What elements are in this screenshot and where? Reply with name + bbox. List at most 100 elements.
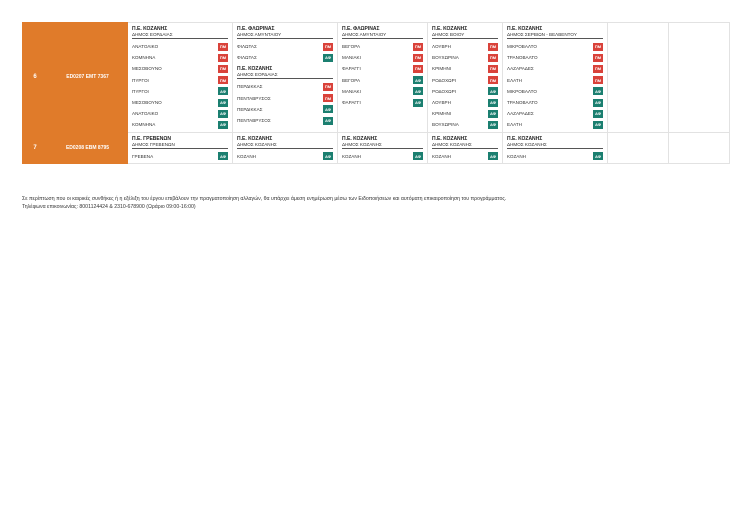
time-badge: ΠΜ <box>218 76 228 85</box>
stop-row: ΠΥΡΓΟΙ ΑΦ <box>132 86 228 97</box>
stop-name: ΚΟΜΝΗΝΑ <box>132 55 156 61</box>
municipality: ΔΗΜΟΣ ΚΟΖΑΝΗΣ <box>432 142 498 149</box>
route-cell: Π.Ε. ΚΟΖΑΝΗΣ ΔΗΜΟΣ ΕΟΡΔΑΙΑΣ ΑΝΑΤΟΛΙΚΟ ΠΜ ΚΟΜ… <box>127 22 233 133</box>
stop-row: ΒΟΥΧΩΡΙΝΑ ΑΦ <box>432 119 498 130</box>
municipality: ΔΗΜΟΣ ΚΟΖΑΝΗΣ <box>507 142 603 149</box>
empty-cell <box>668 22 730 133</box>
stop-name: ΜΙΚΡΟΒΑΛΤΟ <box>507 88 537 94</box>
time-badge: ΠΜ <box>593 76 603 85</box>
stop-name: ΛΑΖΑΡΑΔΕΣ <box>507 111 534 117</box>
time-badge: ΑΦ <box>488 109 498 118</box>
stop-row: ΚΡΙΜΗΝΙ ΑΦ <box>432 108 498 119</box>
stop-row: ΡΟΔΟΧΩΡΙ ΑΦ <box>432 86 498 97</box>
stop-name: ΡΟΔΟΧΩΡΙ <box>432 88 456 94</box>
time-badge: ΑΦ <box>323 116 333 125</box>
stop-name: ΒΟΥΧΩΡΙΝΑ <box>432 122 459 128</box>
stop-name: ΑΝΑΤΟΛΙΚΟ <box>132 111 159 117</box>
time-badge: ΠΜ <box>413 64 423 73</box>
municipality: ΔΗΜΟΣ ΕΟΡΔΑΙΑΣ <box>237 72 333 80</box>
time-badge: ΠΜ <box>593 53 603 62</box>
vehicle-code: ED0207 EMT 7367 <box>47 22 128 133</box>
stop-row: ΓΡΕΒΕΝΑ ΑΦ <box>132 151 228 162</box>
stop-row: ΜΑΝΙΑΚΙ ΑΦ <box>342 86 423 97</box>
stop-row: ΜΕΣΟΒΟΥΝΟ ΑΦ <box>132 97 228 108</box>
regional-unit: Π.Ε. ΦΛΩΡΙΝΑΣ <box>237 26 275 32</box>
schedule-table: 6 ED0207 EMT 7367 Π.Ε. ΚΟΖΑΝΗΣ ΔΗΜΟΣ ΕΟΡΔΑΙ… <box>22 22 730 164</box>
table-row: 7 ED0208 EBM 8795 Π.Ε. ΓΡΕΒΕΝΩΝ ΔΗΜΟΣ ΓΡΕΒΕ… <box>22 131 730 164</box>
stop-row: ΚΟΖΑΝΗ ΑΦ <box>507 151 603 162</box>
stop-row: ΠΕΝΤΑΒΡΥΣΟΣ ΠΜ <box>237 93 333 104</box>
stop-name: ΠΕΡΔΙΚΚΑΣ <box>237 84 263 90</box>
regional-unit: Π.Ε. ΚΟΖΑΝΗΣ <box>507 26 543 32</box>
stop-name: ΓΡΕΒΕΝΑ <box>132 153 154 159</box>
municipality: ΔΗΜΟΣ ΑΜΥΝΤΑΙΟΥ <box>342 32 423 39</box>
municipality: ΔΗΜΟΣ ΣΕΡΒΙΩΝ - ΒΕΛΒΕΝΤΟΥ <box>507 32 603 39</box>
stop-name: ΛΟΥΒΡΗ <box>432 44 451 50</box>
stop-row: ΛΑΖΑΡΑΔΕΣ ΠΜ <box>507 63 603 74</box>
stop-row: ΜΕΣΟΒΟΥΝΟ ΠΜ <box>132 63 228 74</box>
time-badge: ΑΦ <box>323 53 333 62</box>
schedule-body: 6 ED0207 EMT 7367 Π.Ε. ΚΟΖΑΝΗΣ ΔΗΜΟΣ ΕΟΡΔΑΙ… <box>22 22 730 164</box>
municipality: ΔΗΜΟΣ ΑΜΥΝΤΑΙΟΥ <box>237 32 333 39</box>
stop-name: ΒΕΓΟΡΑ <box>342 77 361 83</box>
stop-row: ΑΝΑΤΟΛΙΚΟ ΑΦ <box>132 108 228 119</box>
footer-line-2: Τηλέφωνα επικοινωνίας: 8001124424 & 2310… <box>22 203 196 210</box>
time-badge: ΠΜ <box>488 76 498 85</box>
time-badge: ΑΦ <box>218 87 228 96</box>
stop-name: ΠΕΝΤΑΒΡΥΣΟΣ <box>237 95 271 101</box>
stop-row: ΒΟΥΧΩΡΙΝΑ ΠΜ <box>432 52 498 63</box>
stop-name: ΜΕΣΟΒΟΥΝΟ <box>132 66 162 72</box>
stop-row: ΚΟΖΑΝΗ ΑΦ <box>237 151 333 162</box>
stop-group: Π.Ε. ΚΟΖΑΝΗΣ ΔΗΜΟΣ ΒΟΙΟΥ ΛΟΥΒΡΗ ΠΜ ΒΟΥΧΩΡΙΝΑ… <box>432 26 498 131</box>
municipality: ΔΗΜΟΣ ΚΟΖΑΝΗΣ <box>237 142 333 149</box>
stop-row: ΛΟΥΒΡΗ ΑΦ <box>432 97 498 108</box>
time-badge: ΠΜ <box>218 64 228 73</box>
stop-group: Π.Ε. ΦΛΩΡΙΝΑΣ ΔΗΜΟΣ ΑΜΥΝΤΑΙΟΥ ΒΕΓΟΡΑ ΠΜ ΜΑΝΙ… <box>342 26 423 108</box>
stop-row: ΤΡΑΝΟΒΑΛΤΟ ΑΦ <box>507 97 603 108</box>
time-badge: ΠΜ <box>413 53 423 62</box>
stop-group: Π.Ε. ΚΟΖΑΝΗΣ ΔΗΜΟΣ ΚΟΖΑΝΗΣ ΚΟΖΑΝΗ ΑΦ <box>507 136 603 162</box>
stop-name: ΡΟΔΟΧΩΡΙ <box>432 77 456 83</box>
time-badge: ΑΦ <box>323 105 333 114</box>
stop-name: ΦΙΛΩΤΑΣ <box>237 55 257 61</box>
stop-name: ΠΥΡΓΟΙ <box>132 88 149 94</box>
municipality: ΔΗΜΟΣ ΕΟΡΔΑΙΑΣ <box>132 32 228 39</box>
regional-unit: Π.Ε. ΚΟΖΑΝΗΣ <box>237 66 273 73</box>
stop-row: ΚΟΖΑΝΗ ΑΦ <box>342 151 423 162</box>
stop-row: ΠΕΡΔΙΚΚΑΣ ΠΜ <box>237 81 333 92</box>
stop-row: ΜΑΝΙΑΚΙ ΠΜ <box>342 52 423 63</box>
footer-note: Σε περίπτωση που οι καιρικές συνθήκες ή … <box>22 196 722 211</box>
stop-name: ΕΛΑΤΗ <box>507 77 522 83</box>
time-badge: ΠΜ <box>593 64 603 73</box>
stop-name: ΠΥΡΓΟΙ <box>132 77 149 83</box>
time-badge: ΠΜ <box>593 42 603 51</box>
stop-group: Π.Ε. ΚΟΖΑΝΗΣ ΔΗΜΟΣ ΚΟΖΑΝΗΣ ΚΟΖΑΝΗ ΑΦ <box>432 136 498 162</box>
stop-row: ΚΟΜΝΗΝΑ ΠΜ <box>132 52 228 63</box>
regional-unit: Π.Ε. ΚΟΖΑΝΗΣ <box>342 135 378 142</box>
stop-row: ΕΛΑΤΗ ΑΦ <box>507 119 603 130</box>
regional-unit: Π.Ε. ΚΟΖΑΝΗΣ <box>432 26 468 32</box>
time-badge: ΠΜ <box>218 42 228 51</box>
stop-name: ΜΕΣΟΒΟΥΝΟ <box>132 100 162 106</box>
time-badge: ΑΦ <box>218 98 228 107</box>
stop-group: Π.Ε. ΦΛΩΡΙΝΑΣ ΔΗΜΟΣ ΑΜΥΝΤΑΙΟΥ ΦΙΛΩΤΑΣ ΠΜ ΦΙΛ… <box>237 26 333 63</box>
time-badge: ΑΦ <box>218 120 228 129</box>
route-cell: Π.Ε. ΚΟΖΑΝΗΣ ΔΗΜΟΣ ΚΟΖΑΝΗΣ ΚΟΖΑΝΗ ΑΦ <box>337 131 428 164</box>
municipality: ΔΗΜΟΣ ΚΟΖΑΝΗΣ <box>342 142 423 149</box>
stop-name: ΒΕΓΟΡΑ <box>342 44 361 50</box>
regional-unit: Π.Ε. ΚΟΖΑΝΗΣ <box>132 26 168 32</box>
stop-name: ΛΟΥΒΡΗ <box>432 100 451 106</box>
stop-name: ΚΟΖΑΝΗ <box>342 153 362 159</box>
stop-name: ΦΙΛΩΤΑΣ <box>237 44 257 50</box>
stop-name: ΤΡΑΝΟΒΑΛΤΟ <box>507 100 538 106</box>
time-badge: ΑΦ <box>488 87 498 96</box>
time-badge: ΠΜ <box>323 94 333 103</box>
route-cell: Π.Ε. ΚΟΖΑΝΗΣ ΔΗΜΟΣ ΣΕΡΒΙΩΝ - ΒΕΛΒΕΝΤΟΥ ΜΙΚ… <box>502 22 608 133</box>
regional-unit: Π.Ε. ΚΟΖΑΝΗΣ <box>432 135 468 142</box>
time-badge: ΑΦ <box>218 109 228 118</box>
route-cell: Π.Ε. ΦΛΩΡΙΝΑΣ ΔΗΜΟΣ ΑΜΥΝΤΑΙΟΥ ΒΕΓΟΡΑ ΠΜ ΜΑΝΙ… <box>337 22 428 133</box>
stop-name: ΚΡΙΜΗΝΙ <box>432 66 452 72</box>
stop-row: ΜΙΚΡΟΒΑΛΤΟ ΑΦ <box>507 86 603 97</box>
stop-group: Π.Ε. ΓΡΕΒΕΝΩΝ ΔΗΜΟΣ ΓΡΕΒΕΝΩΝ ΓΡΕΒΕΝΑ ΑΦ <box>132 136 228 162</box>
table-row: 6 ED0207 EMT 7367 Π.Ε. ΚΟΖΑΝΗΣ ΔΗΜΟΣ ΕΟΡΔΑΙ… <box>22 22 730 133</box>
